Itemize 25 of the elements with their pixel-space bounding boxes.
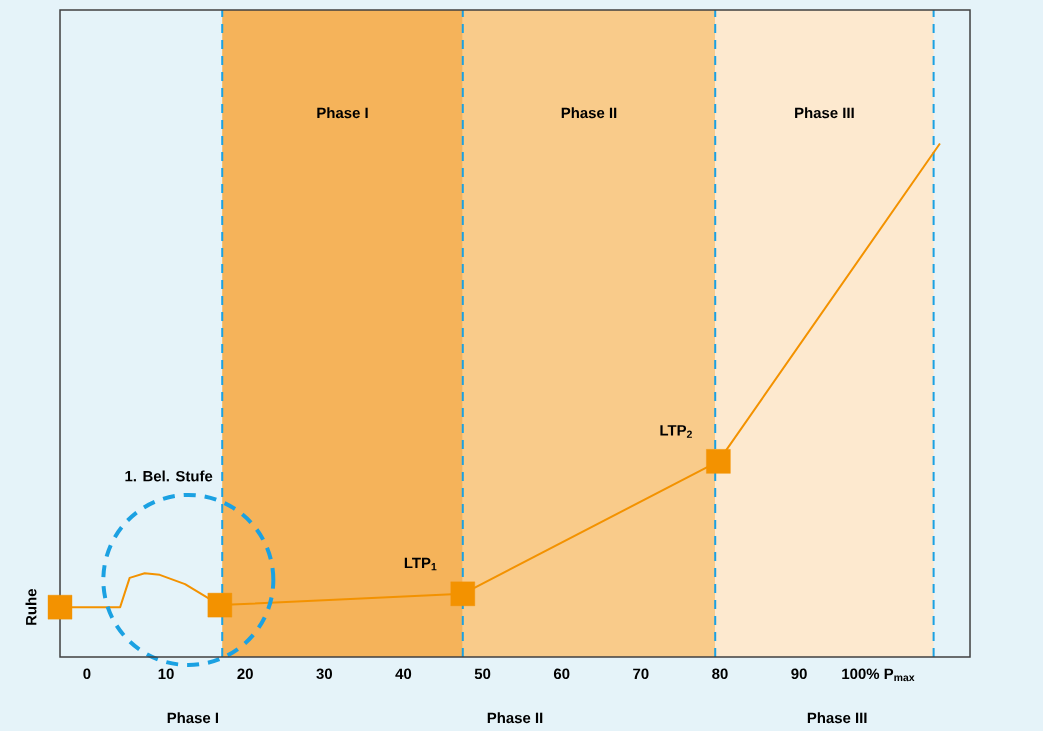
point xyxy=(207,592,233,618)
x-tick-label: 0 xyxy=(83,668,91,680)
x-tick-label: 100% P$_{max}$ xyxy=(842,668,915,682)
x-tick-label: 40 xyxy=(395,668,412,680)
text: Phase III xyxy=(807,712,867,724)
point xyxy=(47,594,73,620)
point xyxy=(706,449,731,474)
annotation: Ruhe xyxy=(25,589,37,625)
x-tick-label: 20 xyxy=(237,668,253,680)
x-tick-label: 50 xyxy=(474,668,491,680)
annotation: LTP$_{2}$ xyxy=(660,425,692,438)
annotation: 1. Bel. Stufe xyxy=(125,470,213,482)
x-tick-label: 10 xyxy=(158,668,174,680)
x-tick-label: 70 xyxy=(633,668,649,680)
x-tick-label: 60 xyxy=(553,668,570,680)
point xyxy=(450,581,475,607)
band-label: Phase I xyxy=(317,107,368,119)
band-label: Phase II xyxy=(561,107,617,119)
x-tick-label: 80 xyxy=(712,668,728,680)
text: Phase I xyxy=(167,712,219,724)
annotation: LTP$_{1}$ xyxy=(404,557,437,571)
x-tick-label: 90 xyxy=(791,668,807,680)
band-label: Phase III xyxy=(795,107,854,119)
text: Phase II xyxy=(487,712,543,724)
x-tick-label: 30 xyxy=(316,668,332,680)
